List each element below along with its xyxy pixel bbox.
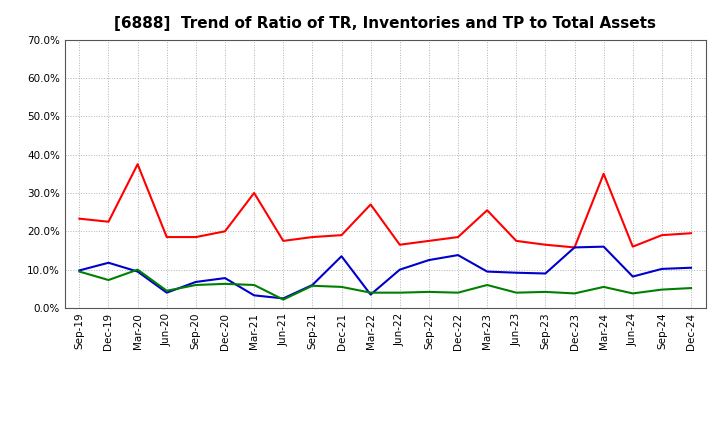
Trade Receivables: [104, 219, 113, 224]
Trade Payables: [395, 290, 404, 295]
Inventories: [163, 290, 171, 295]
Inventories: [133, 269, 142, 274]
Trade Payables: [657, 287, 666, 292]
Inventories: [104, 260, 113, 265]
Trade Payables: [250, 282, 258, 288]
Trade Payables: [483, 282, 492, 288]
Inventories: [483, 269, 492, 274]
Inventories: [599, 244, 608, 249]
Inventories: [454, 253, 462, 258]
Trade Receivables: [192, 235, 200, 240]
Title: [6888]  Trend of Ratio of TR, Inventories and TP to Total Assets: [6888] Trend of Ratio of TR, Inventories…: [114, 16, 656, 32]
Trade Payables: [75, 269, 84, 274]
Trade Receivables: [337, 232, 346, 238]
Inventories: [512, 270, 521, 275]
Trade Payables: [366, 290, 375, 295]
Trade Receivables: [512, 238, 521, 244]
Trade Payables: [454, 290, 462, 295]
Trade Receivables: [395, 242, 404, 247]
Trade Receivables: [599, 171, 608, 176]
Trade Receivables: [425, 238, 433, 244]
Trade Receivables: [279, 238, 287, 244]
Inventories: [687, 265, 696, 270]
Trade Receivables: [250, 191, 258, 196]
Trade Receivables: [657, 232, 666, 238]
Trade Payables: [308, 283, 317, 288]
Trade Payables: [687, 286, 696, 291]
Inventories: [629, 274, 637, 279]
Trade Receivables: [687, 231, 696, 236]
Trade Receivables: [133, 161, 142, 167]
Inventories: [308, 282, 317, 288]
Inventories: [395, 267, 404, 272]
Trade Payables: [425, 289, 433, 294]
Trade Receivables: [163, 235, 171, 240]
Trade Payables: [337, 284, 346, 290]
Trade Payables: [163, 288, 171, 293]
Trade Receivables: [483, 208, 492, 213]
Line: Inventories: Inventories: [79, 247, 691, 298]
Trade Receivables: [220, 229, 229, 234]
Inventories: [657, 266, 666, 271]
Trade Payables: [133, 267, 142, 272]
Inventories: [366, 292, 375, 297]
Trade Payables: [570, 291, 579, 296]
Trade Payables: [220, 281, 229, 286]
Trade Receivables: [570, 245, 579, 250]
Inventories: [220, 275, 229, 281]
Trade Receivables: [541, 242, 550, 247]
Trade Payables: [629, 291, 637, 296]
Inventories: [570, 245, 579, 250]
Trade Payables: [104, 277, 113, 282]
Trade Payables: [279, 297, 287, 302]
Inventories: [192, 279, 200, 285]
Trade Payables: [541, 289, 550, 294]
Trade Receivables: [75, 216, 84, 221]
Trade Payables: [599, 284, 608, 290]
Inventories: [250, 293, 258, 298]
Inventories: [541, 271, 550, 276]
Line: Trade Receivables: Trade Receivables: [79, 164, 691, 247]
Inventories: [337, 253, 346, 259]
Trade Payables: [512, 290, 521, 295]
Trade Receivables: [454, 235, 462, 240]
Trade Receivables: [629, 244, 637, 249]
Inventories: [75, 268, 84, 273]
Inventories: [279, 296, 287, 301]
Trade Receivables: [366, 202, 375, 207]
Inventories: [425, 257, 433, 263]
Trade Receivables: [308, 235, 317, 240]
Line: Trade Payables: Trade Payables: [79, 270, 691, 300]
Trade Payables: [192, 282, 200, 288]
